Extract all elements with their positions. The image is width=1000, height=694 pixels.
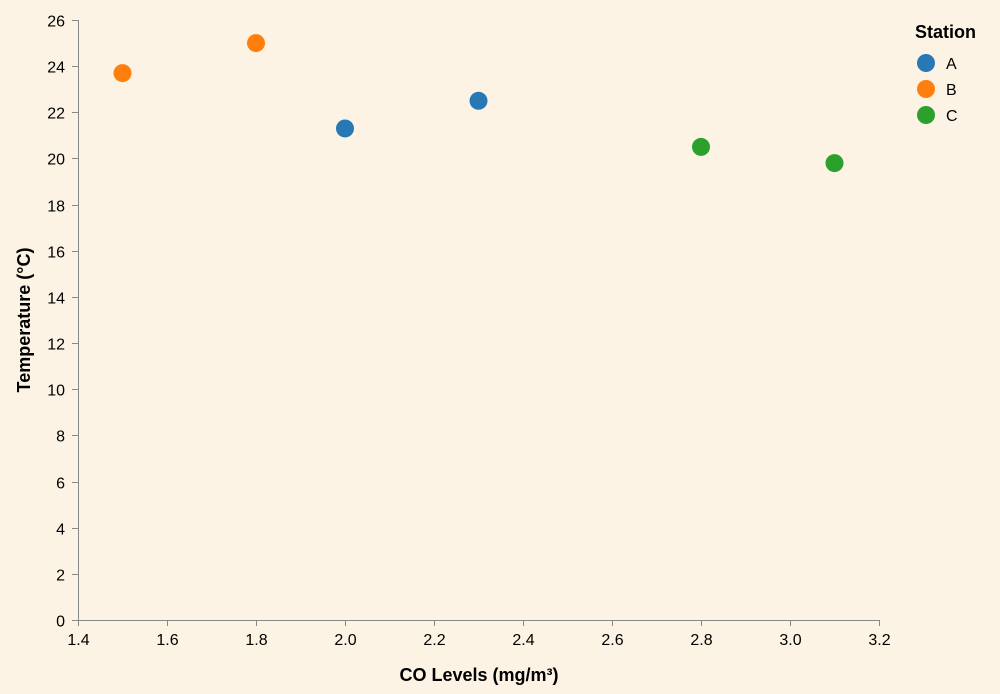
legend-label-a: A: [946, 56, 957, 73]
y-tick-label: 2: [56, 568, 65, 585]
x-axis-ticks: 1.4 1.6 1.8 2.0 2.2 2.4 2.6 2.8 3.0 3.2: [67, 620, 891, 649]
data-point-a: [336, 119, 354, 138]
y-tick-label: 10: [47, 383, 65, 400]
data-point-b: [247, 34, 265, 53]
data-points: [113, 34, 844, 173]
y-tick-label: 26: [47, 14, 65, 31]
x-tick-label: 1.6: [156, 632, 178, 649]
legend-swatch-c: [917, 106, 935, 124]
y-tick-label: 14: [47, 291, 65, 308]
data-point-c: [825, 154, 844, 173]
x-tick-label: 2.0: [334, 632, 356, 649]
legend-label-c: C: [946, 108, 958, 125]
x-axis-title: CO Levels (mg/m³): [399, 665, 558, 685]
data-point-a: [469, 91, 488, 110]
y-tick-label: 24: [47, 60, 65, 77]
legend-swatch-a: [917, 54, 935, 72]
y-tick-label: 22: [47, 106, 65, 123]
x-tick-label: 2.4: [512, 632, 534, 649]
legend: Station ABC: [915, 22, 976, 125]
x-tick-label: 1.4: [67, 632, 89, 649]
y-tick-label: 8: [56, 429, 65, 446]
data-point-c: [692, 137, 710, 156]
y-tick-label: 18: [47, 199, 65, 216]
legend-swatch-b: [917, 80, 935, 98]
plot-area: 1.4 1.6 1.8 2.0 2.2 2.4 2.6 2.8 3.0 3.2 024681012…: [47, 14, 891, 650]
y-tick-label: 6: [56, 476, 65, 493]
legend-label-b: B: [946, 82, 957, 99]
x-tick-label: 2.2: [423, 632, 445, 649]
legend-title: Station: [915, 22, 976, 42]
legend-items: ABC: [917, 54, 958, 125]
y-tick-label: 20: [47, 152, 65, 169]
x-tick-label: 3.2: [868, 632, 890, 649]
y-tick-label: 4: [56, 522, 65, 539]
y-axis-title: Temperature (°C): [14, 248, 34, 393]
y-tick-label: 0: [56, 614, 65, 631]
x-tick-label: 2.8: [690, 632, 712, 649]
y-tick-label: 16: [47, 245, 65, 262]
y-tick-label: 12: [47, 337, 65, 354]
data-point-b: [113, 64, 132, 83]
x-tick-label: 3.0: [779, 632, 801, 649]
x-tick-label: 1.8: [245, 632, 267, 649]
x-tick-label: 2.6: [601, 632, 623, 649]
